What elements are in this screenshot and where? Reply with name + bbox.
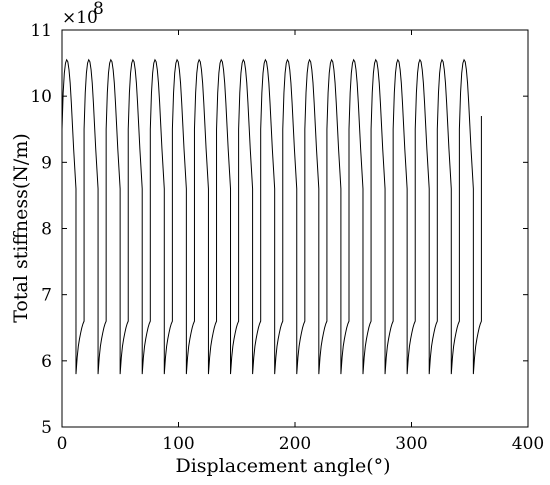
plot-frame <box>61 29 529 428</box>
x-tick-label: 0 <box>57 434 68 454</box>
axis-ticks <box>61 29 529 428</box>
x-tick-label: 100 <box>162 434 194 454</box>
x-tick-label: 200 <box>279 434 311 454</box>
x-tick-label: 300 <box>395 434 427 454</box>
y-tick-label: 11 <box>30 21 52 41</box>
total-stiffness-line <box>61 58 482 375</box>
y-tick-label: 6 <box>41 352 52 372</box>
y-multiplier-exponent: 8 <box>93 0 104 19</box>
x-axis-label: Displacement angle(°) <box>175 455 390 477</box>
y-tick-label: 5 <box>41 418 52 438</box>
y-tick-label: 9 <box>41 153 52 173</box>
y-tick-label: 10 <box>30 87 52 107</box>
axis-tick-labels: 0 100 200 300 400 5 6 7 8 9 10 11 <box>30 21 544 454</box>
y-axis-label: Total stiffness(N/m) <box>10 133 32 323</box>
x-tick-label: 400 <box>512 434 544 454</box>
y-multiplier-base: ×10 <box>62 8 98 28</box>
y-tick-label: 7 <box>41 286 52 306</box>
y-tick-label: 8 <box>41 220 52 240</box>
